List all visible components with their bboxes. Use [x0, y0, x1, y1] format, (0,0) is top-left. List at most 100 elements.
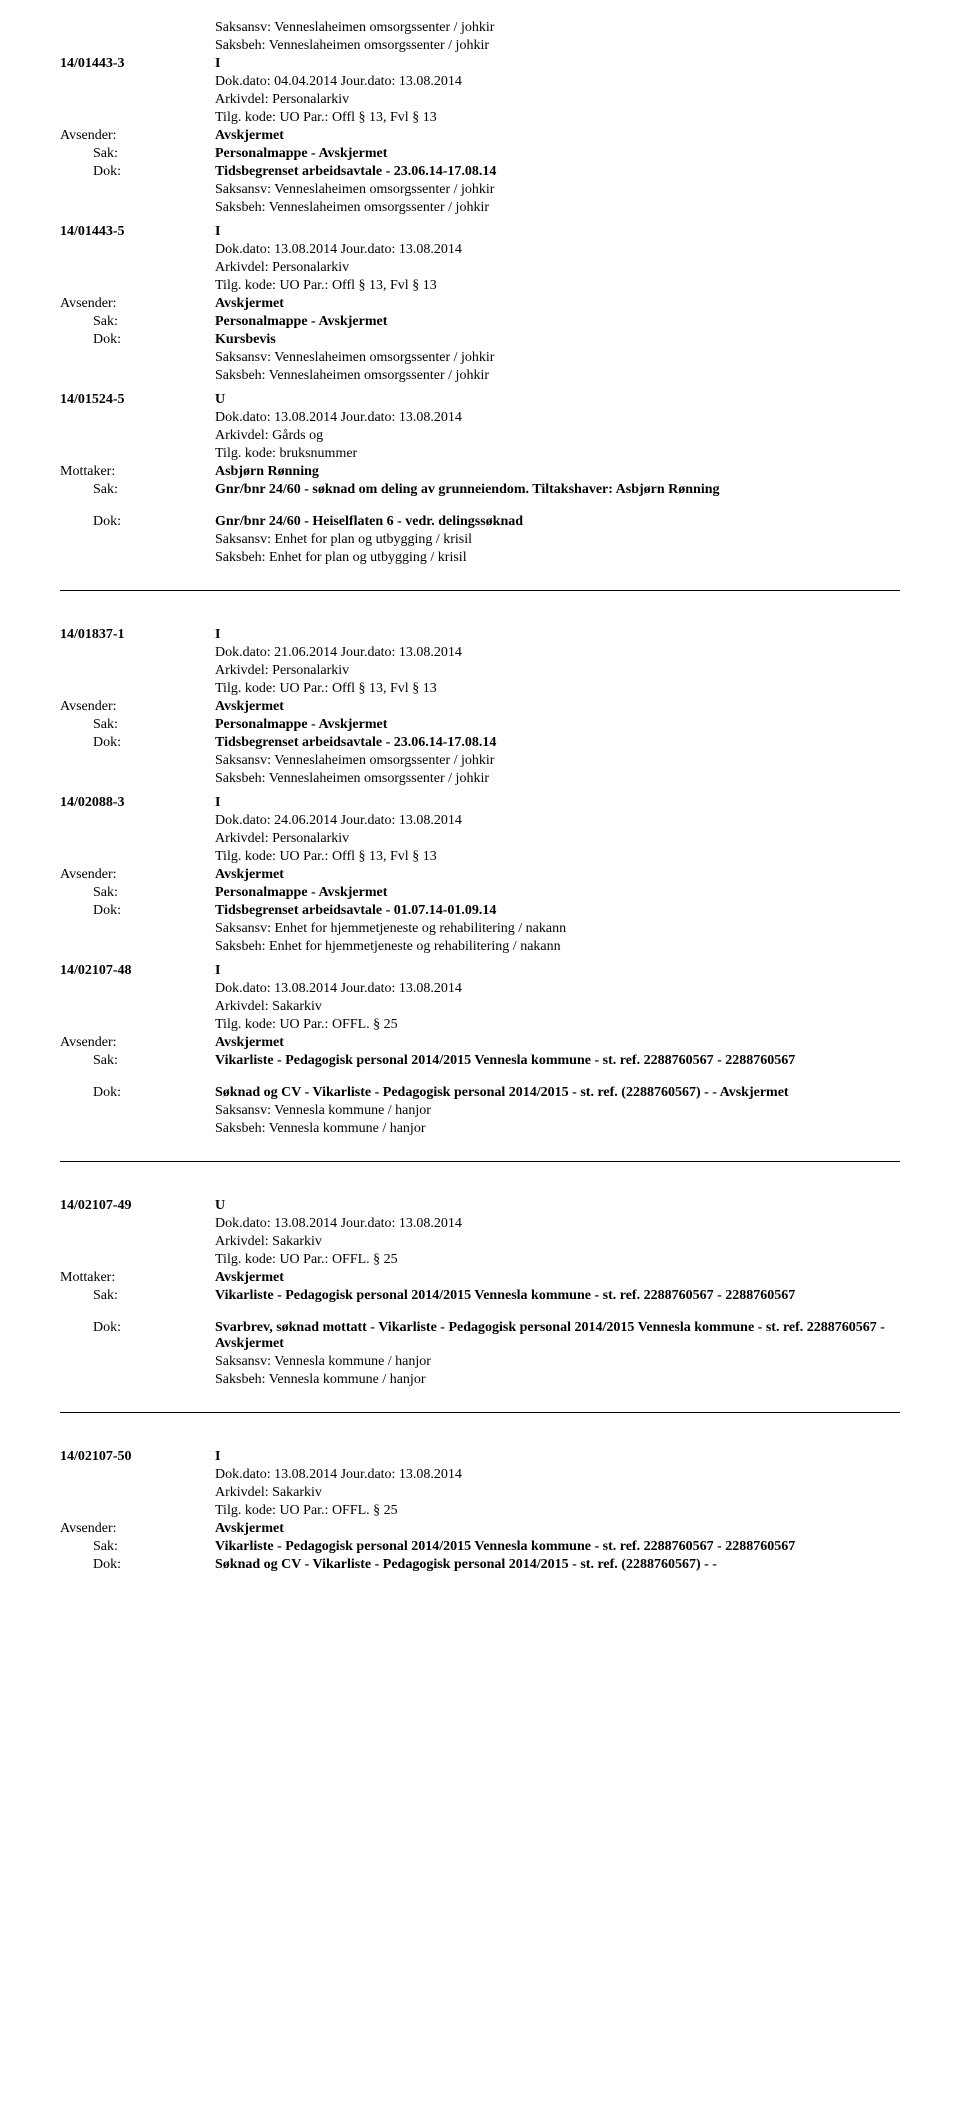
meta-text: Arkivdel: Sakarkiv: [215, 1234, 900, 1250]
post-line: Saksbeh: Enhet for plan og utbygging / k…: [60, 550, 900, 566]
sak-value: Vikarliste - Pedagogisk personal 2014/20…: [215, 1053, 900, 1069]
sak-row: Sak: Vikarliste - Pedagogisk personal 201…: [60, 1288, 900, 1304]
journal-entry: Saksansv: Venneslaheimen omsorgssenter /…: [60, 20, 900, 216]
sak-label: Sak:: [60, 146, 125, 162]
party-value: Avskjermet: [215, 1270, 900, 1286]
meta-text: Tilg. kode: bruksnummer: [215, 446, 900, 462]
pre-lines: Saksansv: Venneslaheimen omsorgssenter /…: [60, 20, 900, 54]
meta-line: Tilg. kode: UO Par.: OFFL. § 25: [60, 1503, 900, 1519]
party-value: Avskjermet: [215, 1521, 900, 1537]
sak-row: Sak:Personalmappe - Avskjermet: [60, 717, 900, 733]
party-value: Avskjermet: [215, 867, 900, 883]
party-value: Avskjermet: [215, 128, 900, 144]
post-text: Saksansv: Venneslaheimen omsorgssenter /…: [215, 753, 900, 769]
dok-value: Tidsbegrenset arbeidsavtale - 23.06.14-1…: [215, 735, 900, 751]
case-number: 14/02107-48: [60, 963, 215, 979]
document-root: Saksansv: Venneslaheimen omsorgssenter /…: [60, 20, 900, 1573]
meta-text: Dok.dato: 13.08.2014 Jour.dato: 13.08.20…: [215, 242, 900, 258]
post-text: Saksansv: Vennesla kommune / hanjor: [215, 1103, 900, 1119]
post-line: Saksansv: Venneslaheimen omsorgssenter /…: [60, 350, 900, 366]
meta-text: Dok.dato: 13.08.2014 Jour.dato: 13.08.20…: [215, 410, 900, 426]
party-row: Avsender:Avskjermet: [60, 1521, 900, 1537]
post-text: Saksbeh: Venneslaheimen omsorgssenter / …: [215, 771, 900, 787]
post-line: Saksbeh: Venneslaheimen omsorgssenter / …: [60, 368, 900, 384]
meta-text: Dok.dato: 13.08.2014 Jour.dato: 13.08.20…: [215, 981, 900, 997]
meta-line: Dok.dato: 04.04.2014 Jour.dato: 13.08.20…: [60, 74, 900, 90]
post-line: Saksansv: Enhet for plan og utbygging / …: [60, 532, 900, 548]
case-header: 14/02107-48I: [60, 963, 900, 979]
post-line: Saksbeh: Venneslaheimen omsorgssenter / …: [60, 200, 900, 216]
dok-label: Dok:: [60, 1557, 125, 1573]
post-line: Saksbeh: Vennesla kommune / hanjor: [60, 1372, 900, 1388]
party-row: Mottaker: Avskjermet: [60, 1270, 900, 1286]
meta-line: Dok.dato: 21.06.2014 Jour.dato: 13.08.20…: [60, 645, 900, 661]
party-label: Mottaker:: [60, 1270, 150, 1286]
meta-text: Arkivdel: Personalarkiv: [215, 831, 900, 847]
dok-label: Dok:: [60, 164, 125, 180]
post-line: Saksbeh: Vennesla kommune / hanjor: [60, 1121, 900, 1137]
dok-label: Dok:: [60, 332, 125, 348]
meta-text: Tilg. kode: UO Par.: Offl § 13, Fvl § 13: [215, 849, 900, 865]
direction: I: [215, 963, 220, 979]
direction: I: [215, 795, 220, 811]
sak-row: Sak:Vikarliste - Pedagogisk personal 201…: [60, 1539, 900, 1555]
party-label: Avsender:: [60, 867, 150, 883]
party-row: Avsender:Avskjermet: [60, 699, 900, 715]
meta-line: Tilg. kode: UO Par.: Offl § 13, Fvl § 13: [60, 681, 900, 697]
meta-text: Dok.dato: 13.08.2014 Jour.dato: 13.08.20…: [215, 1216, 900, 1232]
sak-row: Sak:Personalmappe - Avskjermet: [60, 314, 900, 330]
meta-text: Dok.dato: 24.06.2014 Jour.dato: 13.08.20…: [215, 813, 900, 829]
journal-entry: 14/02107-50I Dok.dato: 13.08.2014 Jour.da…: [60, 1449, 900, 1573]
direction: U: [215, 392, 225, 408]
meta-line: Tilg. kode: bruksnummer: [60, 446, 900, 462]
dok-row: Dok: Tidsbegrenset arbeidsavtale - 23.06.…: [60, 164, 900, 180]
direction: I: [215, 627, 220, 643]
case-number: 14/02107-50: [60, 1449, 215, 1465]
party-label: Avsender:: [60, 1035, 150, 1051]
sak-label: Sak:: [60, 1539, 125, 1555]
meta-line: Dok.dato: 24.06.2014 Jour.dato: 13.08.20…: [60, 813, 900, 829]
party-row: Mottaker:Asbjørn Rønning: [60, 464, 900, 480]
dok-value: Søknad og CV - Vikarliste - Pedagogisk p…: [215, 1085, 900, 1101]
party-label: Avsender:: [60, 128, 150, 144]
post-text: Saksansv: Venneslaheimen omsorgssenter /…: [215, 182, 900, 198]
sak-label: Sak:: [60, 314, 125, 330]
meta-line: Arkivdel: Sakarkiv: [60, 1234, 900, 1250]
party-value: Avskjermet: [215, 699, 900, 715]
meta-line: Dok.dato: 13.08.2014 Jour.dato: 13.08.20…: [60, 1467, 900, 1483]
dok-label: Dok:: [60, 1085, 125, 1101]
sak-row: Sak: Vikarliste - Pedagogisk personal 201…: [60, 1053, 900, 1069]
meta-line: Dok.dato: 13.08.2014 Jour.dato: 13.08.20…: [60, 242, 900, 258]
case-header: 14/02107-50I: [60, 1449, 900, 1465]
dok-row: Dok:Søknad og CV - Vikarliste - Pedagogi…: [60, 1557, 900, 1573]
post-text: Saksansv: Venneslaheimen omsorgssenter /…: [215, 350, 900, 366]
dok-row: Dok:Kursbevis: [60, 332, 900, 348]
direction: U: [215, 1198, 225, 1214]
post-text: Saksbeh: Vennesla kommune / hanjor: [215, 1121, 900, 1137]
meta-text: Arkivdel: Personalarkiv: [215, 260, 900, 276]
pre-line: Saksansv: Venneslaheimen omsorgssenter /…: [60, 20, 900, 36]
sak-label: Sak:: [60, 717, 125, 733]
party-label: Avsender:: [60, 296, 150, 312]
journal-entry: 14/01837-1I Dok.dato: 21.06.2014 Jour.dat…: [60, 627, 900, 787]
sak-row: Sak:Gnr/bnr 24/60 - søknad om deling av …: [60, 482, 900, 498]
post-text: Saksbeh: Venneslaheimen omsorgssenter / …: [215, 368, 900, 384]
section-divider: [60, 590, 900, 591]
meta-text: Tilg. kode: UO Par.: OFFL. § 25: [215, 1017, 900, 1033]
dok-value: Gnr/bnr 24/60 - Heiselflaten 6 - vedr. d…: [215, 514, 900, 530]
case-number: 14/01837-1: [60, 627, 215, 643]
sak-label: Sak:: [60, 1053, 125, 1069]
journal-entry: 14/02107-49UDok.dato: 13.08.2014 Jour.da…: [60, 1198, 900, 1388]
case-number: 14/01443-3: [60, 56, 215, 72]
dok-label: Dok:: [60, 903, 125, 919]
sak-label: Sak:: [60, 1288, 125, 1304]
dok-value: Tidsbegrenset arbeidsavtale - 23.06.14-1…: [215, 164, 900, 180]
sak-value: Personalmappe - Avskjermet: [215, 146, 900, 162]
dok-value: Svarbrev, søknad mottatt - Vikarliste - …: [215, 1320, 900, 1352]
sak-value: Vikarliste - Pedagogisk personal 2014/20…: [215, 1288, 900, 1304]
case-number: 14/01443-5: [60, 224, 215, 240]
meta-text: Tilg. kode: UO Par.: Offl § 13, Fvl § 13: [215, 110, 900, 126]
party-row: Avsender:Avskjermet: [60, 1035, 900, 1051]
post-text: Saksbeh: Vennesla kommune / hanjor: [215, 1372, 900, 1388]
dok-value: Tidsbegrenset arbeidsavtale - 01.07.14-0…: [215, 903, 900, 919]
